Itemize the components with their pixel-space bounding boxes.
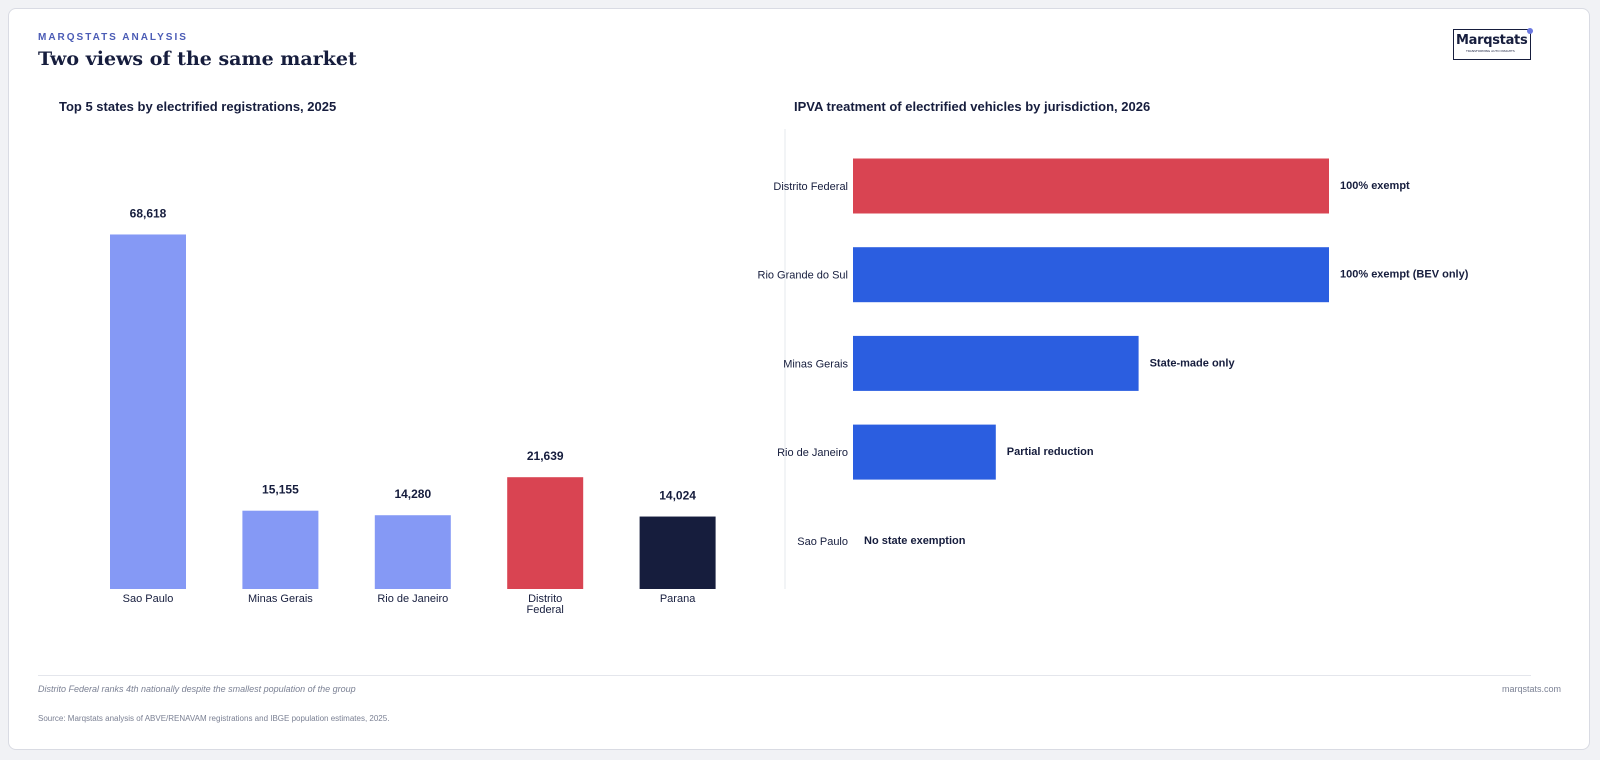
- footnote: Distrito Federal ranks 4th nationally de…: [38, 684, 356, 694]
- bar-minas-gerais: [242, 510, 319, 589]
- site-link[interactable]: marqstats.com: [1501, 684, 1561, 694]
- category-label-sao-paulo: Sao Paulo: [797, 536, 848, 548]
- bar-distrito-federal: [853, 158, 1329, 214]
- category-label-parana: Parana: [660, 593, 696, 605]
- value-label-distrito-federal: 100% exempt: [1340, 180, 1410, 192]
- logo-dot-icon: [1527, 28, 1533, 34]
- bar-distrito-federal: [507, 477, 584, 589]
- category-label-sao-paulo: Sao Paulo: [123, 593, 174, 605]
- left-chart-title: Top 5 states by electrified registration…: [59, 99, 336, 114]
- category-label-minas-gerais: Minas Gerais: [783, 358, 848, 370]
- footer-divider: [38, 675, 1531, 676]
- logo-tagline: TRANSFORMING AUTO INSIGHTS: [1466, 49, 1515, 53]
- category-label-distrito-federal-line-2: Federal: [527, 604, 564, 616]
- chart-card: MARQSTATS ANALYSIS Two views of the same…: [8, 8, 1590, 750]
- logo-wordmark: Marqstats: [1456, 33, 1528, 48]
- source-note: Source: Marqstats analysis of ABVE/RENAV…: [38, 714, 390, 723]
- bar-rio-de-janeiro: [374, 515, 451, 589]
- value-label-rio-de-janeiro: 14,280: [394, 487, 431, 501]
- value-label-sao-paulo: 68,618: [130, 206, 167, 220]
- category-label-rio-de-janeiro: Rio de Janeiro: [377, 593, 448, 605]
- value-label-rio-de-janeiro: Partial reduction: [1007, 446, 1094, 458]
- right-bar-chart: Distrito Federal 100% exempt Rio Grande do…: [758, 158, 1469, 548]
- category-label-minas-gerais: Minas Gerais: [248, 593, 313, 605]
- category-label-rio-grande-do-sul: Rio Grande do Sul: [758, 270, 849, 282]
- page-title: Two views of the same market: [38, 48, 357, 70]
- category-label-distrito-federal: Distrito: [528, 593, 562, 605]
- bar-minas-gerais: [853, 335, 1139, 391]
- bar-sao-paulo: [110, 234, 186, 589]
- value-label-rio-grande-do-sul: 100% exempt (BEV only): [1340, 269, 1469, 281]
- charts-svg: Top 5 states by electrified registration…: [59, 99, 1469, 616]
- left-bar-chart: 68,618 Sao Paulo 15,155 Minas Gerais 14,280 R…: [110, 206, 716, 616]
- bar-rio-de-janeiro: [853, 424, 996, 480]
- value-label-minas-gerais: State-made only: [1150, 357, 1236, 369]
- right-chart-title: IPVA treatment of electrified vehicles b…: [794, 99, 1150, 114]
- bar-rio-grande-do-sul: [853, 247, 1329, 303]
- value-label-parana: 14,024: [659, 489, 696, 503]
- category-label-distrito-federal: Distrito Federal: [773, 181, 848, 193]
- value-label-distrito-federal: 21,639: [527, 449, 564, 463]
- kicker: MARQSTATS ANALYSIS: [38, 32, 188, 43]
- value-label-minas-gerais: 15,155: [262, 483, 299, 497]
- marqstats-logo: Marqstats TRANSFORMING AUTO INSIGHTS: [1453, 28, 1533, 60]
- value-label-sao-paulo: No state exemption: [864, 535, 966, 547]
- category-label-rio-de-janeiro: Rio de Janeiro: [777, 447, 848, 459]
- bar-parana: [639, 516, 716, 589]
